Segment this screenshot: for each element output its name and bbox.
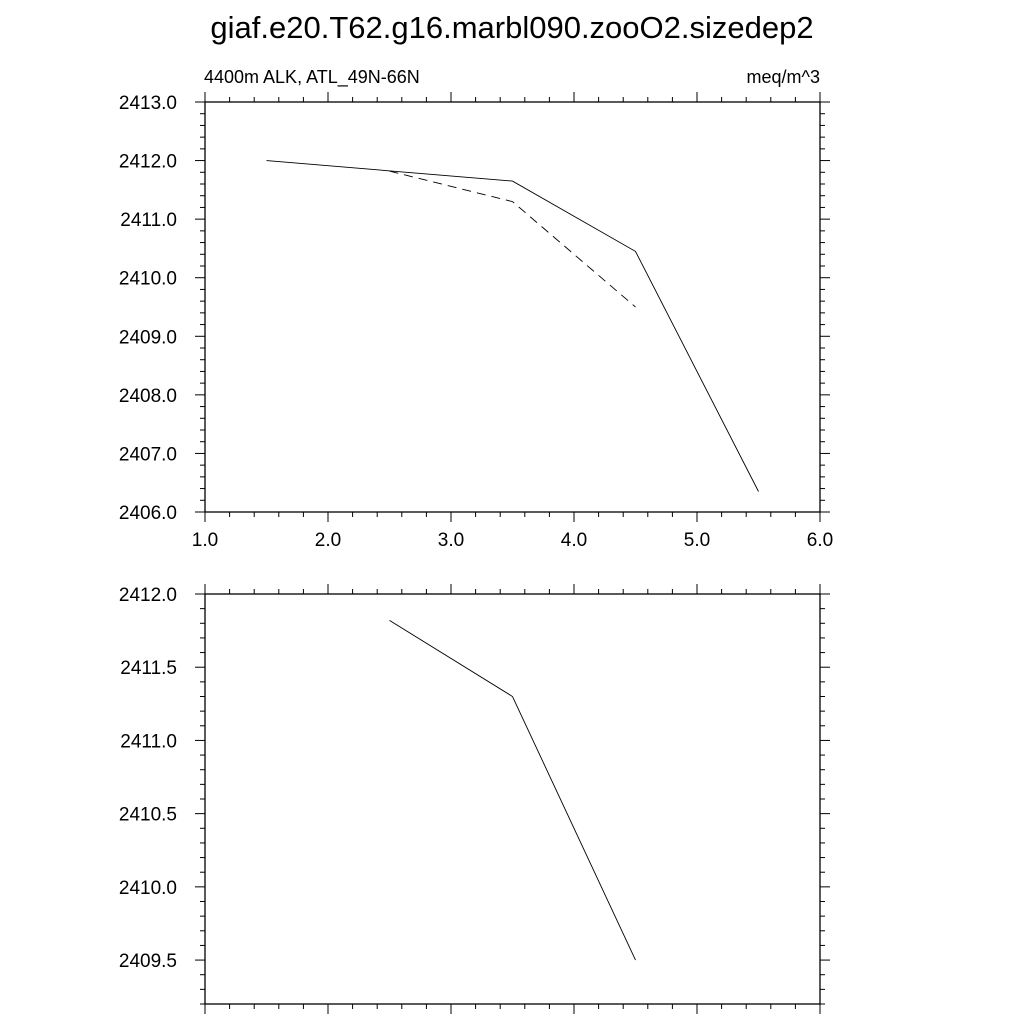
top-series-solid-line: [266, 160, 759, 492]
top-x-tick-label: 2.0: [315, 530, 341, 551]
bottom-panel-series: [389, 620, 636, 961]
top-y-tick-label: 2408.0: [119, 386, 177, 407]
bottom-panel-frame: [204, 593, 821, 1005]
bottom-panel-tick-labels: 2409.5 2410.0 2410.5 2411.0 2411.5 2412.0: [119, 585, 177, 972]
top-panel-right-label: meq/m^3: [747, 67, 820, 87]
top-x-tick-label: 4.0: [561, 530, 587, 551]
top-panel-left-label: 4400m ALK, ATL_49N-66N: [204, 67, 420, 88]
top-y-tick-label: 2410.0: [119, 269, 177, 290]
top-y-tick-label: 2406.0: [119, 503, 177, 524]
bottom-series-solid-line: [389, 620, 636, 961]
top-panel-series: [266, 160, 759, 492]
bottom-panel-ticks: [195, 584, 830, 1014]
bottom-y-tick-label: 2411.5: [120, 658, 177, 679]
top-panel-frame: [204, 101, 821, 513]
top-x-tick-label: 6.0: [807, 530, 833, 551]
top-panel: 4400m ALK, ATL_49N-66N meq/m^3 1.0 2.0 3.0…: [119, 67, 833, 551]
top-y-tick-label: 2412.0: [119, 152, 177, 173]
top-x-tick-label: 1.0: [192, 530, 218, 551]
top-panel-ticks: [195, 92, 830, 522]
top-y-tick-label: 2413.0: [119, 93, 177, 114]
bottom-y-tick-label: 2410.5: [119, 805, 177, 826]
top-y-tick-label: 2411.0: [120, 210, 177, 231]
top-y-tick-label: 2409.0: [119, 327, 177, 348]
bottom-y-tick-label: 2412.0: [119, 585, 177, 606]
bottom-y-tick-label: 2409.5: [119, 951, 177, 972]
figure-title: giaf.e20.T62.g16.marbl090.zooO2.sizedep2: [210, 10, 813, 45]
top-x-tick-label: 5.0: [684, 530, 710, 551]
top-panel-tick-labels: 1.0 2.0 3.0 4.0 5.0 6.0 2406.0 2407.0 2408.0 2409…: [119, 93, 833, 551]
bottom-y-tick-label: 2411.0: [120, 731, 177, 752]
bottom-panel: 2409.5 2410.0 2410.5 2411.0 2411.5 2412.0: [119, 584, 830, 1014]
top-series-dashed-line: [389, 170, 636, 308]
bottom-y-tick-label: 2410.0: [119, 878, 177, 899]
top-y-tick-label: 2407.0: [119, 444, 177, 465]
top-x-tick-label: 3.0: [438, 530, 464, 551]
